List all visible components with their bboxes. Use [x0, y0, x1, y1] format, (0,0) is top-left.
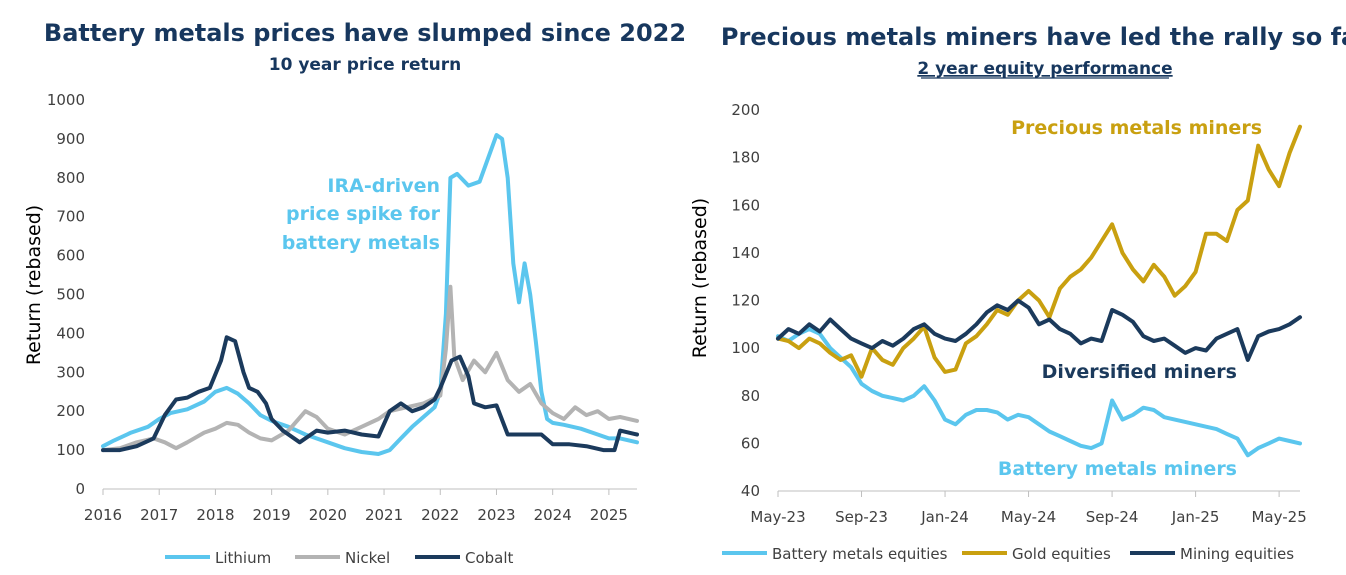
legend-label-cobalt: Cobalt: [465, 549, 514, 567]
right-x-tick-marks: [777, 491, 1280, 497]
left-x-tick-2022: 2022: [421, 506, 459, 524]
left-y-tick-900: 900: [56, 130, 85, 148]
right-series-line-gold-equities: [776, 124, 1302, 379]
right-x-tick-labels: May-23 Sep-23 Jan-24 May-24 Sep-24 Jan-25 May-…: [750, 508, 1306, 526]
right-chart: Precious metals miners have led the rall…: [689, 23, 1346, 563]
legend-label-gold-equities: Gold equities: [1012, 545, 1111, 563]
left-y-tick-200: 200: [56, 402, 85, 420]
right-x-tick-May-24: May-24: [1001, 508, 1056, 526]
legend-label-battery-metals-equities: Battery metals equities: [772, 545, 948, 563]
annotation-ira-line-3: battery metals: [282, 232, 440, 254]
left-series-line-lithium: [101, 133, 639, 456]
right-chart-title: Precious metals miners have led the rall…: [721, 23, 1346, 51]
left-annotation-ira: IRA-driven price spike for battery metal…: [282, 175, 441, 254]
right-x-tick-May-25: May-25: [1251, 508, 1306, 526]
right-y-tick-labels: 40 60 80 100 120 140 160 180 200: [731, 101, 760, 500]
annotation-diversified-miners: Diversified miners: [1042, 361, 1237, 383]
left-legend: Lithium Nickel Cobalt: [165, 549, 514, 567]
right-series-line-battery-metals-equities: [776, 327, 1302, 458]
left-y-tick-300: 300: [56, 363, 85, 381]
left-y-tick-labels: 0 100 200 300 400 500 600 700 800 900 1000: [47, 91, 85, 498]
right-x-tick-May-23: May-23: [750, 508, 805, 526]
left-chart: Battery metals prices have slumped since…: [23, 19, 686, 567]
left-y-axis-label: Return (rebased): [23, 205, 45, 365]
left-x-tick-2020: 2020: [309, 506, 347, 524]
left-y-tick-0: 0: [75, 480, 85, 498]
right-y-tick-160: 160: [731, 196, 760, 214]
right-y-tick-80: 80: [741, 387, 760, 405]
left-x-tick-2019: 2019: [253, 506, 291, 524]
legend-label-mining-equities: Mining equities: [1180, 545, 1294, 563]
left-x-tick-2024: 2024: [534, 506, 572, 524]
legend-label-nickel: Nickel: [345, 549, 390, 567]
right-legend: Battery metals equities Gold equities Mi…: [722, 545, 1294, 563]
right-y-tick-60: 60: [741, 434, 760, 452]
legend-label-lithium: Lithium: [215, 549, 271, 567]
right-y-tick-200: 200: [731, 101, 760, 119]
left-x-tick-2025: 2025: [590, 506, 628, 524]
left-series-line-nickel: [101, 284, 639, 453]
left-x-tick-marks: [102, 489, 610, 495]
right-x-tick-Sep-24: Sep-24: [1086, 508, 1139, 526]
left-series-lines: [101, 133, 639, 456]
right-y-axis-label: Return (rebased): [689, 198, 711, 358]
left-x-tick-2016: 2016: [84, 506, 122, 524]
left-series-line-cobalt: [101, 335, 639, 453]
right-y-tick-140: 140: [731, 244, 760, 262]
left-y-tick-500: 500: [56, 286, 85, 304]
annotation-ira-line-2: price spike for: [286, 203, 441, 225]
left-y-tick-100: 100: [56, 441, 85, 459]
right-x-tick-Sep-23: Sep-23: [835, 508, 888, 526]
left-chart-subtitle: 10 year price return: [269, 55, 462, 75]
left-x-tick-2023: 2023: [477, 506, 515, 524]
right-y-tick-40: 40: [741, 482, 760, 500]
right-y-tick-180: 180: [731, 149, 760, 167]
right-x-tick-Jan-25: Jan-25: [1171, 508, 1220, 526]
annotation-precious-metals-miners: Precious metals miners: [1011, 117, 1262, 139]
left-x-tick-2018: 2018: [196, 506, 234, 524]
left-y-tick-600: 600: [56, 247, 85, 265]
right-chart-subtitle: 2 year equity performance: [917, 59, 1172, 79]
right-series-lines: [776, 124, 1302, 458]
left-x-tick-2021: 2021: [365, 506, 403, 524]
left-y-tick-700: 700: [56, 208, 85, 226]
right-y-tick-100: 100: [731, 339, 760, 357]
left-y-tick-400: 400: [56, 324, 85, 342]
left-x-tick-labels: 2016 2017 2018 2019 2020 2021 2022 2023 2024 2025: [84, 506, 628, 524]
right-y-tick-120: 120: [731, 292, 760, 310]
right-x-tick-Jan-24: Jan-24: [920, 508, 969, 526]
annotation-battery-metals-miners: Battery metals miners: [998, 458, 1237, 480]
left-chart-title: Battery metals prices have slumped since…: [44, 19, 686, 47]
left-y-tick-800: 800: [56, 169, 85, 187]
left-y-tick-1000: 1000: [47, 91, 85, 109]
annotation-ira-line-1: IRA-driven: [327, 175, 440, 197]
left-x-tick-2017: 2017: [140, 506, 178, 524]
right-series-line-mining-equities: [776, 298, 1302, 362]
